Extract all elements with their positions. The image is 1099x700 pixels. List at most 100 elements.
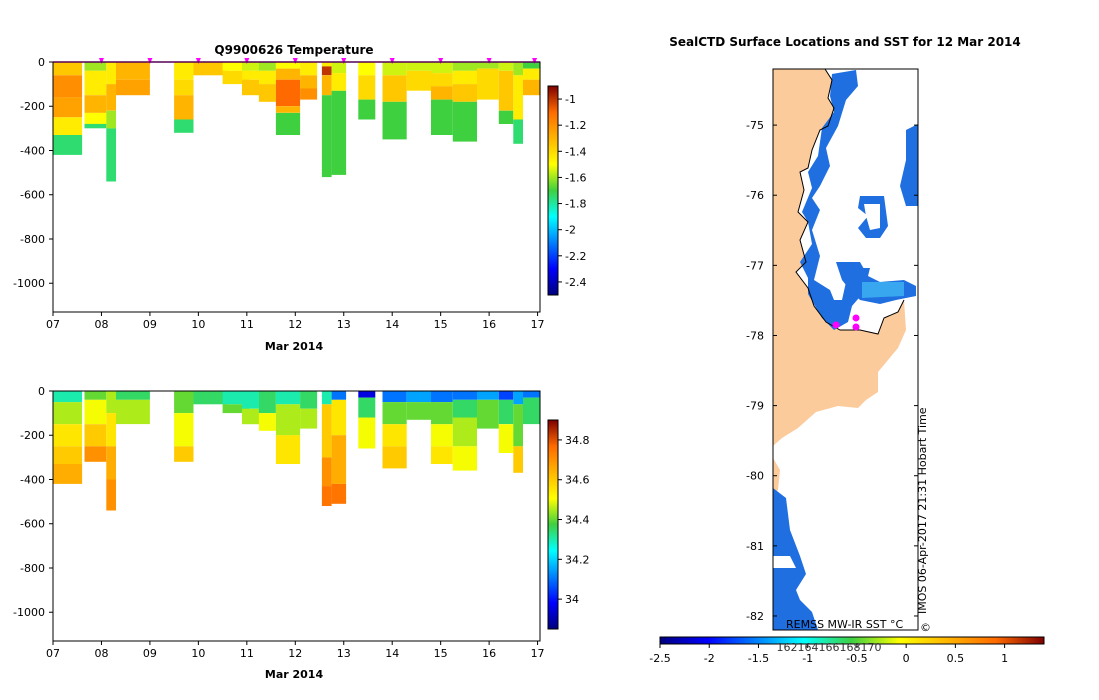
profile-9-layer-0 [275, 391, 301, 405]
profile-18-layer-0 [477, 391, 499, 400]
y-tick-label: -1000 [13, 277, 45, 290]
lat-tick-label: -76 [746, 189, 764, 202]
profile-16-layer-0 [431, 391, 453, 403]
profile-marker [389, 58, 395, 64]
y-tick-label: -400 [20, 144, 45, 157]
profile-6-layer-1 [222, 404, 250, 414]
profile-20-layer-2 [513, 119, 523, 144]
profile-20-layer-0 [513, 391, 523, 405]
profile-8-layer-2 [258, 84, 276, 102]
map-frame [772, 68, 919, 631]
salinity-panel: 0 -200 -400 -600 -800 -1000 07 08 09 10 11 12 13 14 1… [13, 385, 589, 681]
profile-16-layer-1 [431, 402, 453, 425]
profile-marker [486, 58, 492, 64]
y-tick-label: -1000 [13, 606, 45, 619]
profile-17-layer-3 [452, 101, 477, 142]
profile-18-layer-1 [477, 399, 499, 429]
lat-tick-label: -80 [746, 470, 764, 483]
profile-15-layer-1 [406, 70, 434, 91]
sst-inner-label: 168 [840, 641, 861, 654]
profile-19-layer-1 [498, 399, 514, 425]
sst-tick-label: -0.5 [846, 652, 867, 665]
lat-tick-label: -79 [746, 400, 764, 413]
profile-3-layer-0 [116, 62, 150, 80]
profile-1-layer-2 [84, 424, 107, 447]
x-tick-label: 14 [385, 647, 399, 660]
colorbar-tick-label: 34.4 [565, 514, 590, 527]
profile-18-layer-0 [477, 62, 499, 69]
profile-0-layer-2 [53, 424, 83, 447]
seal-location-marker [832, 321, 840, 329]
profile-12-layer-1 [331, 73, 347, 91]
sst-west-band [773, 488, 818, 630]
sst-inner-label: 162 [777, 641, 798, 654]
profile-15-layer-1 [406, 402, 434, 420]
y-tick-label: -800 [20, 562, 45, 575]
profile-0-layer-0 [53, 62, 83, 76]
profile-12-layer-2 [331, 435, 347, 484]
salinity-profiles [53, 391, 540, 511]
sst-tick-label: 0 [903, 652, 910, 665]
y-tick-label: -200 [20, 429, 45, 442]
y-tick-label: -600 [20, 518, 45, 531]
profile-14-layer-2 [382, 101, 407, 140]
y-tick-label: 0 [38, 56, 45, 69]
profile-2-layer-1 [106, 84, 116, 111]
profile-1-layer-4 [84, 123, 107, 129]
profile-marker [532, 58, 538, 64]
x-tick-label: 11 [240, 647, 254, 660]
profile-17-layer-2 [452, 84, 477, 102]
profile-13-layer-2 [358, 99, 376, 120]
profile-2-layer-0 [106, 62, 116, 85]
sst-colorbar-ticks: -2.5 -2 -1.5 -1 -0.5 0 0.5 1 [649, 644, 1008, 665]
profile-10-layer-0 [300, 62, 318, 76]
profile-1-layer-1 [84, 399, 107, 425]
lat-tick-label: -78 [746, 329, 764, 342]
sst-colorbar [659, 636, 1045, 645]
colorbar-tick-label: 34 [565, 593, 579, 606]
profile-13-layer-1 [358, 75, 376, 100]
profile-19-layer-2 [498, 110, 514, 124]
sst-tick-label: -1 [802, 652, 813, 665]
temperature-title: Q9900626 Temperature [214, 43, 373, 57]
sst-inner-label: 166 [819, 641, 840, 654]
seal-location-marker [852, 323, 860, 331]
profile-4-layer-0 [174, 62, 194, 80]
profile-1-layer-0 [84, 62, 107, 71]
profile-1-layer-3 [84, 446, 107, 462]
sst-tick-label: -2.5 [649, 652, 670, 665]
profile-0-layer-3 [53, 117, 83, 135]
profile-12-layer-3 [331, 483, 347, 504]
lat-tick-label: -77 [746, 259, 764, 272]
temperature-plot-frame [52, 61, 541, 313]
profile-9-layer-1 [275, 404, 301, 436]
x-tick-label: 12 [288, 318, 302, 331]
profile-9-layer-2 [275, 79, 301, 107]
x-tick-label: 10 [191, 318, 205, 331]
x-tick-label: 15 [434, 318, 448, 331]
profile-2-layer-2 [106, 110, 116, 129]
profile-0-layer-1 [53, 75, 83, 98]
profile-2-layer-2 [106, 446, 116, 480]
profile-12-layer-1 [331, 399, 347, 436]
profile-4-layer-1 [174, 79, 194, 96]
profile-0-layer-4 [53, 135, 83, 155]
seal-location-marker [852, 314, 860, 322]
profile-16-layer-2 [431, 424, 453, 447]
profile-11-layer-0 [321, 62, 332, 67]
profile-14-layer-1 [382, 75, 407, 102]
profile-8-layer-0 [258, 62, 276, 71]
profile-0-layer-3 [53, 446, 83, 464]
profile-14-layer-0 [382, 62, 407, 76]
profile-3-layer-1 [116, 399, 150, 425]
x-tick-label: 14 [385, 318, 399, 331]
colorbar-tick-label: -2 [565, 224, 576, 237]
sst-warm-patch [862, 282, 904, 298]
profile-14-layer-0 [382, 391, 407, 403]
profile-1-layer-3 [84, 112, 107, 124]
profile-16-layer-0 [431, 62, 453, 74]
profile-17-layer-0 [452, 391, 477, 400]
temperature-panel: Q9900626 Temperature 0 -200 -400 -600 -800 -1… [13, 43, 586, 353]
profile-0-layer-4 [53, 464, 83, 484]
